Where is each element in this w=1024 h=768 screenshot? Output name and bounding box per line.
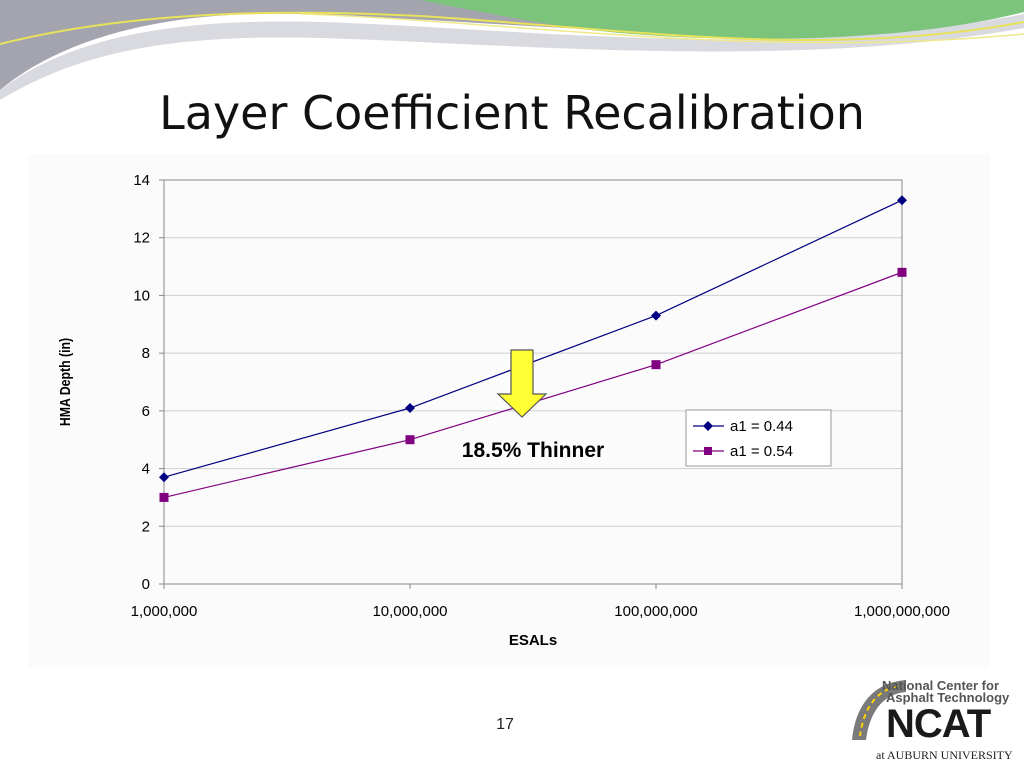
data-point	[897, 267, 907, 277]
legend-label-2: a1 = 0.54	[730, 443, 793, 460]
annotation-label: 18.5% Thinner	[462, 439, 604, 462]
swoosh-yellow-line-2	[299, 13, 1024, 44]
data-point	[651, 310, 661, 321]
legend: a1 = 0.44 a1 = 0.54	[685, 409, 832, 467]
legend-marker-square	[704, 447, 712, 455]
x-tick-label: 1,000,000,000	[854, 603, 950, 620]
chart-panel: 0 2 4 6 8 10 12 14 1,000,000 10,000,000 100,000,0…	[28, 154, 990, 668]
legend-label-1: a1 = 0.44	[730, 418, 793, 435]
y-tick-label: 0	[142, 576, 150, 593]
road-arc-icon	[852, 680, 906, 740]
logo-acronym: NCAT	[886, 702, 991, 746]
x-tick-label: 1,000,000	[131, 603, 198, 620]
line-chart: 0 2 4 6 8 10 12 14 1,000,000 10,000,000 100,000,0…	[57, 172, 950, 649]
plot-area-border	[163, 179, 903, 585]
logo-line-2: Asphalt Technology	[886, 690, 1010, 705]
swoosh-light-band	[0, 14, 1024, 100]
x-tick-label: 100,000,000	[614, 603, 697, 620]
header-swoosh-decoration	[0, 0, 1024, 100]
slide-title: Layer Coefficient Recalibration	[159, 86, 865, 140]
legend-box	[685, 409, 832, 467]
logo-line-1: National Center for	[882, 678, 1000, 693]
y-tick-label: 2	[142, 518, 150, 535]
legend-marker-diamond	[703, 421, 713, 431]
data-point	[159, 492, 169, 502]
y-tick-label: 14	[133, 172, 150, 189]
y-tick-label: 6	[142, 403, 150, 420]
ncat-logo: National Center for Asphalt Technology N…	[848, 670, 1018, 766]
x-axis-title: ESALs	[509, 632, 557, 649]
data-point	[405, 435, 415, 445]
page-number: 17	[496, 716, 514, 733]
swoosh-green-band	[420, 0, 1024, 39]
data-point	[897, 195, 907, 206]
y-tick-label: 8	[142, 345, 150, 362]
data-point	[651, 360, 661, 370]
down-arrow-icon	[496, 349, 548, 418]
x-axis-ticks: 1,000,000 10,000,000 100,000,000 1,000,000,…	[131, 584, 950, 620]
thinner-arrow	[496, 349, 548, 418]
swoosh-yellow-line	[0, 11, 1024, 45]
y-tick-label: 10	[133, 287, 150, 304]
logo-university: at AUBURN UNIVERSITY	[876, 748, 1013, 762]
y-tick-label: 12	[133, 230, 150, 247]
x-tick-label: 10,000,000	[372, 603, 447, 620]
y-axis-ticks: 0 2 4 6 8 10 12 14	[133, 172, 164, 593]
data-point	[159, 472, 169, 483]
y-axis-title: HMA Depth (in)	[57, 338, 73, 426]
y-tick-label: 4	[142, 461, 150, 478]
data-point	[405, 402, 415, 413]
